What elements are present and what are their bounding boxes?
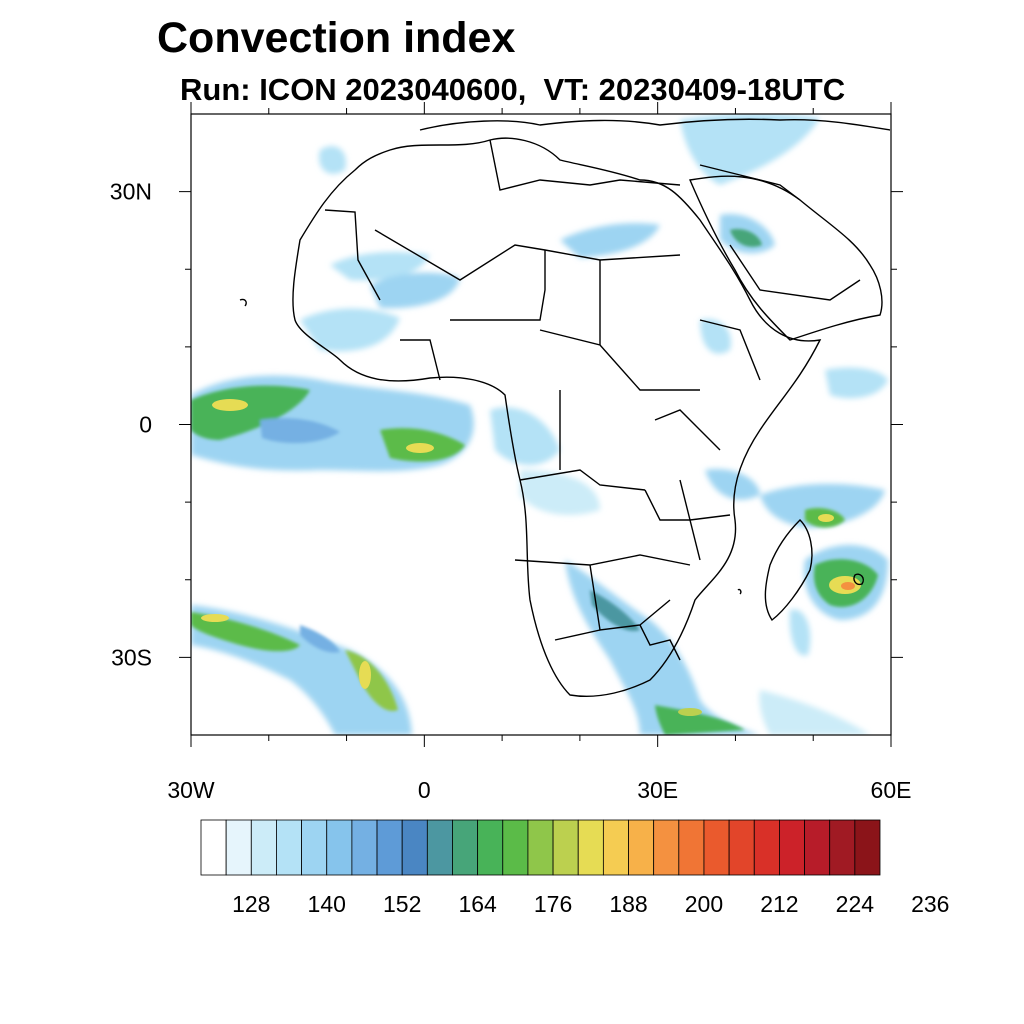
colorbar-swatch — [225, 819, 252, 876]
colorbar-label: 188 — [609, 891, 647, 917]
colorbar-swatch — [376, 819, 403, 876]
colorbar-swatch — [854, 819, 881, 876]
chart-subtitle: Run: ICON 2023040600, VT: 20230409-18UTC — [180, 72, 846, 107]
x-tick-label: 30W — [167, 777, 215, 803]
axis-ticks — [179, 102, 903, 747]
y-tick-label: 30N — [110, 179, 152, 205]
colorbar-label: 152 — [383, 891, 421, 917]
colorbar-swatch — [753, 819, 780, 876]
colorbar-swatch — [628, 819, 655, 876]
colorbar-swatch — [779, 819, 805, 876]
colorbar-swatch — [250, 819, 277, 876]
x-axis-labels: 30W 0 30E 60E — [167, 777, 911, 803]
y-tick-label: 0 — [139, 412, 152, 438]
colorbar — [200, 819, 881, 876]
colorbar-label: 128 — [232, 891, 270, 917]
colorbar-swatch — [602, 819, 629, 876]
field-high-shading — [201, 399, 861, 716]
colorbar-swatch — [829, 819, 856, 876]
colorbar-swatch — [351, 819, 378, 876]
colorbar-swatch — [653, 819, 680, 876]
x-tick-label: 0 — [418, 777, 431, 803]
x-tick-label: 30E — [637, 777, 678, 803]
colorbar-swatch — [577, 819, 604, 876]
colorbar-swatch — [527, 819, 554, 876]
colorbar-label: 140 — [308, 891, 346, 917]
colorbar-swatch — [477, 819, 504, 876]
colorbar-swatch — [678, 819, 705, 876]
colorbar-label: 224 — [836, 891, 875, 917]
colorbar-labels: 128 140 152 164 176 188 200 212 224 236 — [232, 891, 949, 917]
colorbar-swatch — [804, 819, 831, 876]
colorbar-label: 164 — [458, 891, 497, 917]
x-tick-label: 60E — [871, 777, 912, 803]
colorbar-swatch — [552, 819, 579, 876]
colorbar-swatch — [301, 819, 328, 876]
colorbar-swatch — [426, 819, 453, 876]
colorbar-swatch — [728, 819, 755, 876]
country-borders — [239, 118, 891, 698]
y-tick-label: 30S — [111, 644, 152, 670]
convection-field — [191, 114, 888, 735]
colorbar-label: 200 — [685, 891, 723, 917]
colorbar-swatch — [276, 819, 302, 876]
colorbar-label: 212 — [760, 891, 798, 917]
field-light-shading — [191, 114, 888, 735]
y-axis-labels: 30N 0 30S — [110, 179, 152, 671]
colorbar-swatch — [502, 819, 529, 876]
chart-title: Convection index — [157, 14, 516, 62]
colorbar-swatch — [401, 819, 428, 876]
colorbar-swatch — [200, 819, 227, 876]
colorbar-label: 176 — [534, 891, 572, 917]
colorbar-label: 236 — [911, 891, 949, 917]
colorbar-swatch — [703, 819, 730, 876]
colorbar-swatch — [452, 819, 479, 876]
colorbar-swatch — [326, 819, 353, 876]
